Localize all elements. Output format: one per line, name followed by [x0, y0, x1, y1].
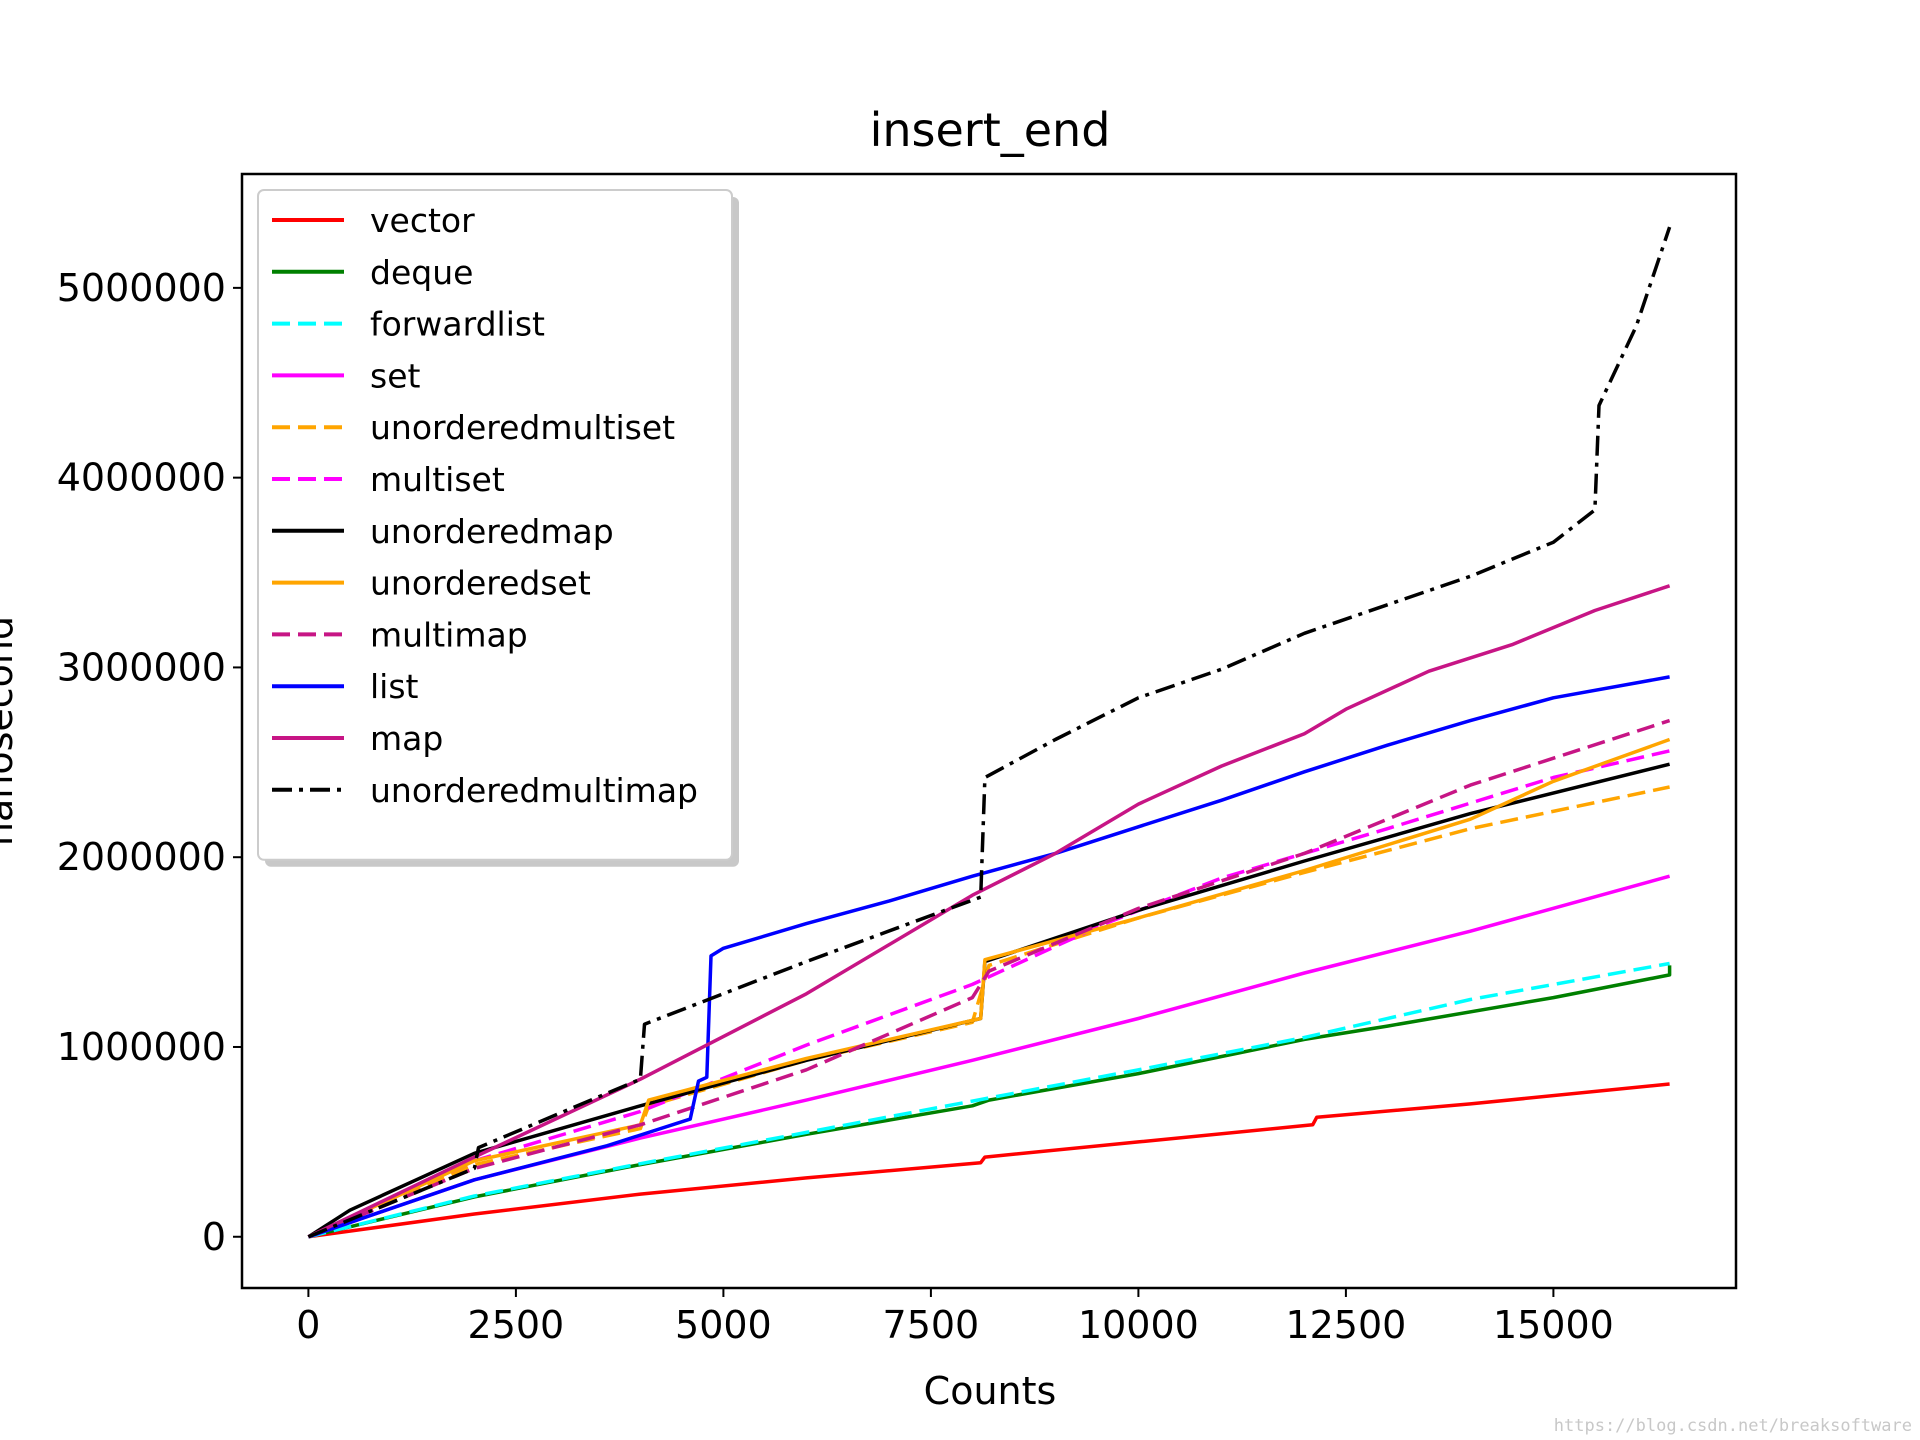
chart-title: insert_end: [870, 103, 1111, 157]
y-axis-label: nanosecond: [0, 616, 21, 846]
legend-box: [257, 189, 733, 861]
series-line-deque: [307, 965, 1672, 1239]
x-tick-label: 0: [296, 1303, 320, 1347]
legend-item-forwardlist: forwardlist: [272, 305, 545, 344]
series-line-multiset: [307, 749, 1670, 1239]
legend-item-unorderedmultimap: unorderedmultimap: [272, 771, 698, 810]
x-tick-label: 15000: [1493, 1303, 1614, 1347]
legend-label: unorderedmultiset: [370, 408, 675, 447]
y-axis-ticks: 0 1000000 2000000 3000000 4000000 5000000: [57, 266, 242, 1259]
legend-label: multimap: [370, 615, 528, 654]
legend-label: list: [370, 667, 419, 706]
x-axis-label: Counts: [924, 1369, 1057, 1413]
plot-lines: [307, 226, 1672, 1239]
series-line-unorderedmultimap: [307, 226, 1672, 1239]
series-line-set: [307, 874, 1671, 1239]
x-tick-label: 12500: [1285, 1303, 1406, 1347]
watermark: https://blog.csdn.net/breaksoftware: [1553, 1416, 1912, 1436]
legend-item-multiset: multiset: [272, 460, 505, 499]
legend-label: unorderedmap: [370, 512, 614, 551]
legend-label: deque: [370, 253, 473, 292]
y-tick-label: 0: [202, 1215, 226, 1259]
legend-label: map: [370, 719, 443, 758]
x-tick-label: 2500: [468, 1303, 565, 1347]
legend-label: vector: [370, 201, 475, 240]
legend-label: forwardlist: [370, 305, 545, 344]
legend-item-set: set: [272, 356, 420, 395]
legend-item-map: map: [272, 719, 443, 758]
legend-label: multiset: [370, 460, 505, 499]
x-axis-ticks: 0 2500 5000 7500 10000 12500 15000: [296, 1288, 1614, 1347]
y-tick-label: 2000000: [57, 835, 226, 879]
y-tick-label: 3000000: [57, 645, 226, 689]
series-line-list: [307, 675, 1670, 1239]
legend-label: unorderedset: [370, 564, 591, 603]
legend-item-multimap: multimap: [272, 615, 528, 654]
legend-item-vector: vector: [272, 201, 475, 240]
series-line-map: [307, 584, 1671, 1239]
legend: vector deque forwardlist set unorderedmultis…: [257, 189, 739, 867]
legend-item-list: list: [272, 667, 419, 706]
x-tick-label: 7500: [883, 1303, 980, 1347]
legend-item-unorderedmultiset: unorderedmultiset: [272, 408, 675, 447]
legend-item-unorderedset: unorderedset: [272, 564, 591, 603]
x-tick-label: 5000: [675, 1303, 772, 1347]
legend-label: unorderedmultimap: [370, 771, 698, 810]
series-line-vector: [308, 1082, 1670, 1239]
y-tick-label: 5000000: [57, 266, 226, 310]
legend-item-deque: deque: [272, 253, 473, 292]
y-tick-label: 4000000: [57, 456, 226, 500]
legend-label: set: [370, 356, 420, 395]
series-line-multimap: [307, 718, 1671, 1239]
plot-frame: [240, 172, 1738, 1290]
legend-item-unorderedmap: unorderedmap: [272, 512, 614, 551]
series-line-forwardlist: [307, 961, 1670, 1239]
x-tick-label: 10000: [1078, 1303, 1199, 1347]
y-tick-label: 1000000: [57, 1025, 226, 1069]
